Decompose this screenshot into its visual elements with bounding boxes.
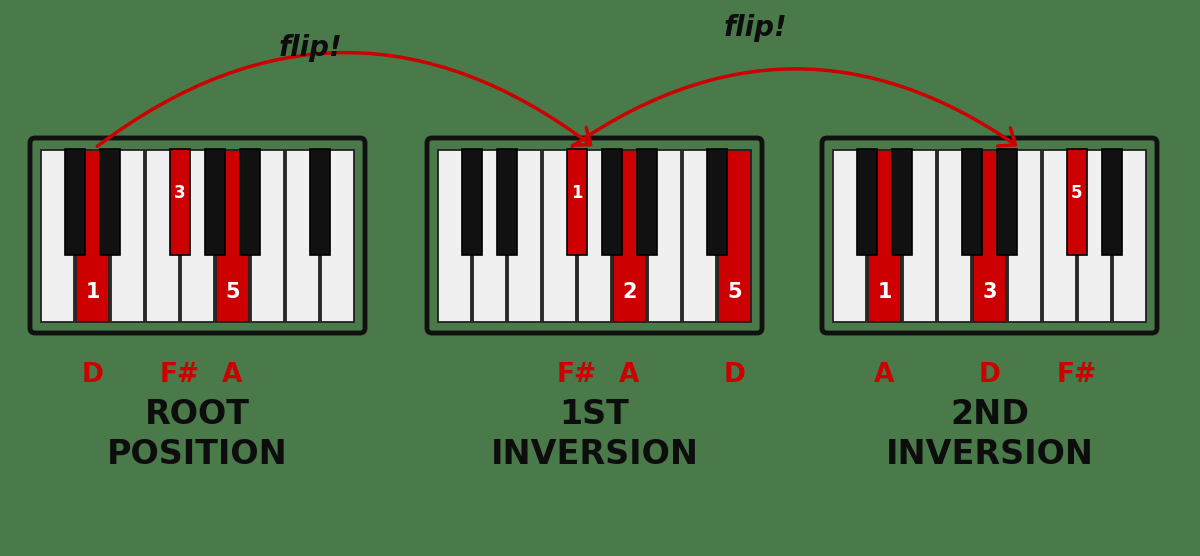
Bar [973, 150, 1006, 321]
Text: 2: 2 [623, 282, 637, 302]
Text: 1ST: 1ST [559, 399, 629, 431]
Text: 3: 3 [174, 184, 186, 202]
Text: 5: 5 [226, 282, 240, 302]
FancyArrowPatch shape [97, 53, 590, 146]
Bar [869, 150, 901, 321]
Text: F#: F# [1057, 362, 1097, 388]
Bar [438, 150, 470, 321]
Bar [310, 148, 330, 255]
Bar [1008, 150, 1040, 321]
Text: 3: 3 [983, 282, 997, 302]
Bar [100, 148, 120, 255]
Bar [1043, 150, 1076, 321]
Bar [637, 148, 658, 255]
Text: 1: 1 [571, 184, 583, 202]
Text: A: A [619, 362, 640, 388]
Bar [938, 150, 971, 321]
FancyArrowPatch shape [572, 69, 1015, 146]
Bar [544, 150, 576, 321]
Text: F#: F# [557, 362, 598, 388]
Bar [892, 148, 912, 255]
Bar [997, 148, 1018, 255]
Text: POSITION: POSITION [107, 439, 288, 471]
Bar [683, 150, 716, 321]
Text: INVERSION: INVERSION [886, 439, 1093, 471]
Bar [707, 148, 727, 255]
Bar [41, 150, 74, 321]
Bar [648, 150, 680, 321]
Bar [216, 150, 248, 321]
Bar [1102, 148, 1122, 255]
Bar [613, 150, 646, 321]
Text: D: D [978, 362, 1001, 388]
Bar [112, 150, 144, 321]
Bar [509, 150, 541, 321]
Bar [322, 150, 354, 321]
Text: 5: 5 [1072, 184, 1082, 202]
Bar [462, 148, 482, 255]
Bar [77, 150, 109, 321]
Bar [601, 148, 623, 255]
Text: A: A [875, 362, 895, 388]
Bar [857, 148, 877, 255]
Bar [251, 150, 284, 321]
Text: D: D [724, 362, 745, 388]
Bar [578, 150, 611, 321]
Bar [205, 148, 226, 255]
Text: INVERSION: INVERSION [491, 439, 698, 471]
Bar [497, 148, 517, 255]
Text: D: D [82, 362, 103, 388]
Text: 5: 5 [727, 282, 742, 302]
Bar [240, 148, 260, 255]
Bar [146, 150, 179, 321]
Text: flip!: flip! [724, 14, 787, 42]
Text: 2ND: 2ND [950, 399, 1030, 431]
Bar [1067, 148, 1087, 255]
Text: 1: 1 [877, 282, 892, 302]
Text: F#: F# [160, 362, 200, 388]
Text: 1: 1 [85, 282, 100, 302]
Bar [833, 150, 866, 321]
Bar [65, 148, 85, 255]
Bar [181, 150, 214, 321]
Bar [169, 148, 191, 255]
Text: A: A [222, 362, 242, 388]
Bar [718, 150, 751, 321]
Bar [1114, 150, 1146, 321]
Bar [904, 150, 936, 321]
Text: flip!: flip! [278, 34, 342, 62]
Text: ROOT: ROOT [145, 399, 250, 431]
Bar [473, 150, 506, 321]
Bar [961, 148, 983, 255]
Bar [287, 150, 319, 321]
Bar [1079, 150, 1111, 321]
Bar [566, 148, 587, 255]
